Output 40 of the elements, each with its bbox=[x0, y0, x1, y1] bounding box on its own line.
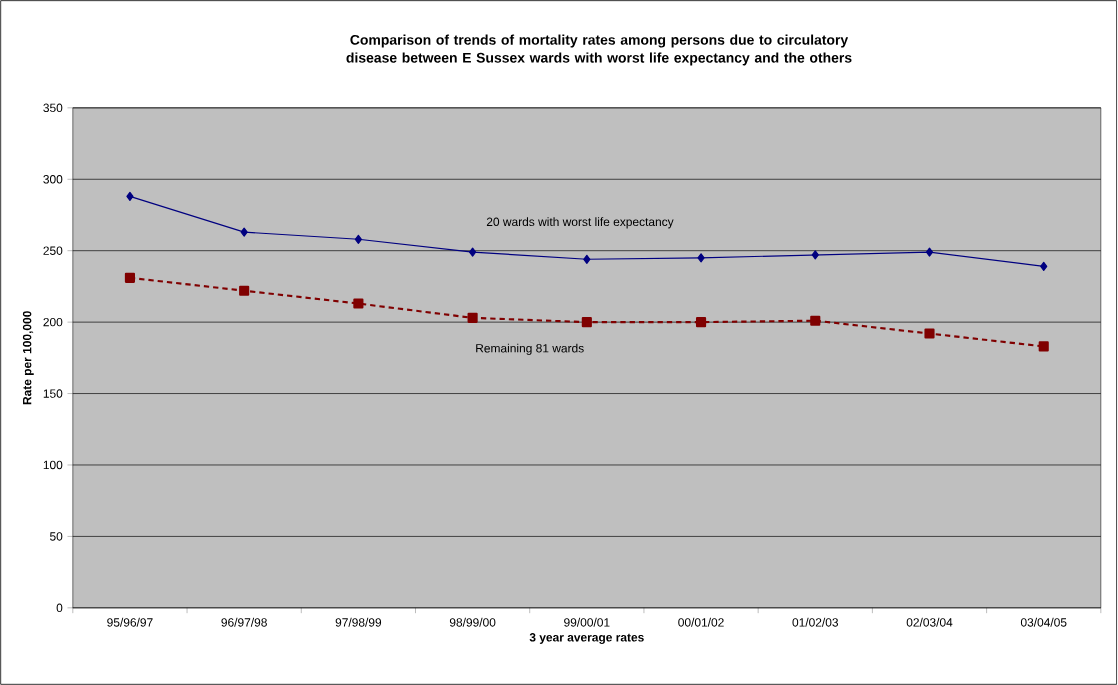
x-tick-label: 99/00/01 bbox=[564, 617, 610, 627]
x-tick-label: 97/98/99 bbox=[335, 617, 382, 627]
text: 20 wards with worst life expectancy bbox=[486, 217, 674, 229]
y-tick-label: 0 bbox=[56, 603, 63, 613]
point bbox=[581, 317, 592, 328]
series-label: Remaining 81 wards bbox=[476, 343, 584, 355]
point bbox=[925, 247, 934, 257]
point bbox=[924, 328, 935, 339]
chart-title: Comparison of trends of mortality rates among persons due to circulatory disease between E Sussex wards with worst life expectancy and the others bbox=[346, 34, 852, 66]
x-tick-label: 03/04/05 bbox=[1020, 617, 1067, 627]
point bbox=[810, 315, 821, 326]
y-tick-label: 350 bbox=[43, 103, 63, 113]
point bbox=[124, 272, 136, 283]
y-tick-label: 150 bbox=[43, 389, 63, 398]
x-tick-label: 95/96/97 bbox=[107, 617, 153, 627]
point bbox=[583, 254, 591, 264]
y-tick-label: 250 bbox=[43, 246, 63, 255]
x-tick-label: 00/01/02 bbox=[678, 617, 724, 627]
point bbox=[354, 234, 362, 244]
point bbox=[811, 250, 819, 260]
x-tick-label: 01/02/03 bbox=[792, 617, 839, 627]
point bbox=[353, 298, 364, 309]
x-tick-label: 96/97/98 bbox=[221, 617, 267, 627]
y-tick-label: 300 bbox=[43, 175, 63, 184]
x-axis-title: 3 year average rates bbox=[529, 633, 644, 644]
y-axis-title: Rate per 100,000 bbox=[22, 311, 34, 405]
x-tick-label: 98/99/00 bbox=[449, 617, 496, 627]
point bbox=[697, 253, 705, 263]
point bbox=[1038, 341, 1049, 352]
y-tick-label: 50 bbox=[49, 532, 63, 541]
point bbox=[695, 317, 707, 328]
point bbox=[1040, 261, 1048, 272]
point bbox=[126, 191, 134, 202]
y-tick-label: 100 bbox=[43, 460, 63, 470]
point bbox=[467, 312, 478, 323]
point bbox=[240, 227, 248, 237]
x-tick-label: 02/03/04 bbox=[906, 617, 953, 627]
point bbox=[239, 285, 250, 296]
point bbox=[469, 247, 477, 257]
y-tick-label: 200 bbox=[43, 317, 63, 327]
